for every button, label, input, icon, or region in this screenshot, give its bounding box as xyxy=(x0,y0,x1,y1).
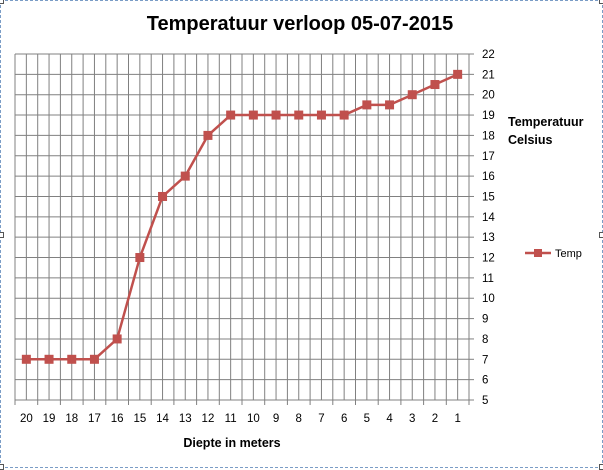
y-tick-label: 14 xyxy=(482,212,495,224)
series-layer xyxy=(21,69,463,364)
data-point-marker xyxy=(407,90,417,100)
y-tick-label: 16 xyxy=(482,171,495,183)
data-point-marker xyxy=(21,354,31,364)
y-tick-label: 21 xyxy=(482,69,495,81)
x-axis-tick-labels: 20 19 18 17 16 15 14 13 12 11 10 9 8 7 6 5 4 3 2 1 xyxy=(20,413,461,425)
x-tick-label: 20 xyxy=(20,413,33,425)
y-tick-label: 7 xyxy=(482,354,488,366)
legend-series-marker xyxy=(534,249,542,257)
y-tick-label: 6 xyxy=(482,375,488,387)
x-tick-label: 19 xyxy=(43,413,56,425)
data-point-marker xyxy=(135,253,145,263)
legend[interactable]: Temp xyxy=(525,248,582,260)
x-tick-label: 10 xyxy=(247,413,260,425)
y-tick-label: 15 xyxy=(482,191,495,203)
resize-handle-right[interactable] xyxy=(599,232,603,238)
y-axis-title-line-2: Celsius xyxy=(508,133,553,147)
y-tick-label: 9 xyxy=(482,314,488,326)
y-tick-label: 5 xyxy=(482,395,488,407)
data-point-marker xyxy=(362,100,372,110)
y-tick-label: 13 xyxy=(482,232,495,244)
legend-series-label: Temp xyxy=(555,248,582,260)
x-tick-label: 7 xyxy=(318,413,324,425)
resize-handle-top-right[interactable] xyxy=(599,0,603,4)
y-tick-label: 22 xyxy=(482,49,495,61)
x-tick-label: 2 xyxy=(432,413,438,425)
y-tick-label: 10 xyxy=(482,293,495,305)
x-tick-label: 15 xyxy=(133,413,146,425)
y-tick-label: 8 xyxy=(482,334,488,346)
y-axis-tick-labels: 5 6 7 8 9 10 11 12 13 14 15 16 17 18 19 20 21 22 xyxy=(482,49,495,407)
x-tick-label: 9 xyxy=(273,413,279,425)
y-tick-label: 12 xyxy=(482,253,495,265)
chart-title: Temperatuur verloop 05-07-2015 xyxy=(147,13,453,35)
x-tick-label: 12 xyxy=(202,413,215,425)
x-axis-title: Diepte in meters xyxy=(183,436,280,450)
x-tick-label: 1 xyxy=(454,413,460,425)
data-point-marker xyxy=(316,110,326,120)
data-point-marker xyxy=(385,100,395,110)
data-point-marker xyxy=(271,110,281,120)
data-point-marker xyxy=(248,110,258,120)
x-tick-label: 6 xyxy=(341,413,347,425)
data-point-marker xyxy=(226,110,236,120)
x-tick-label: 5 xyxy=(364,413,370,425)
data-point-marker xyxy=(203,130,213,140)
data-point-marker xyxy=(112,334,122,344)
plot-area xyxy=(14,53,474,405)
x-tick-label: 14 xyxy=(156,413,169,425)
y-axis-title: Temperatuur Celsius xyxy=(508,115,584,147)
y-tick-label: 20 xyxy=(482,90,495,102)
data-point-marker xyxy=(89,354,99,364)
y-tick-label: 17 xyxy=(482,151,495,163)
y-tick-label: 19 xyxy=(482,110,495,122)
x-tick-label: 8 xyxy=(296,413,302,425)
data-point-marker xyxy=(44,354,54,364)
x-tick-label: 17 xyxy=(88,413,101,425)
y-tick-label: 18 xyxy=(482,130,495,142)
y-axis-title-line-1: Temperatuur xyxy=(508,115,584,129)
x-tick-label: 11 xyxy=(225,413,237,425)
x-tick-label: 13 xyxy=(179,413,192,425)
data-point-marker xyxy=(158,191,168,201)
data-point-marker xyxy=(180,171,190,181)
data-point-marker xyxy=(339,110,349,120)
x-tick-label: 4 xyxy=(386,413,393,425)
data-point-marker xyxy=(430,80,440,90)
x-tick-label: 18 xyxy=(65,413,78,425)
data-point-marker xyxy=(67,354,77,364)
data-point-marker xyxy=(453,69,463,79)
x-tick-label: 16 xyxy=(111,413,124,425)
data-point-marker xyxy=(294,110,304,120)
x-tick-label: 3 xyxy=(409,413,415,425)
resize-handle-top-left[interactable] xyxy=(0,0,4,4)
resize-handle-left[interactable] xyxy=(0,232,4,238)
y-tick-label: 11 xyxy=(482,273,494,285)
